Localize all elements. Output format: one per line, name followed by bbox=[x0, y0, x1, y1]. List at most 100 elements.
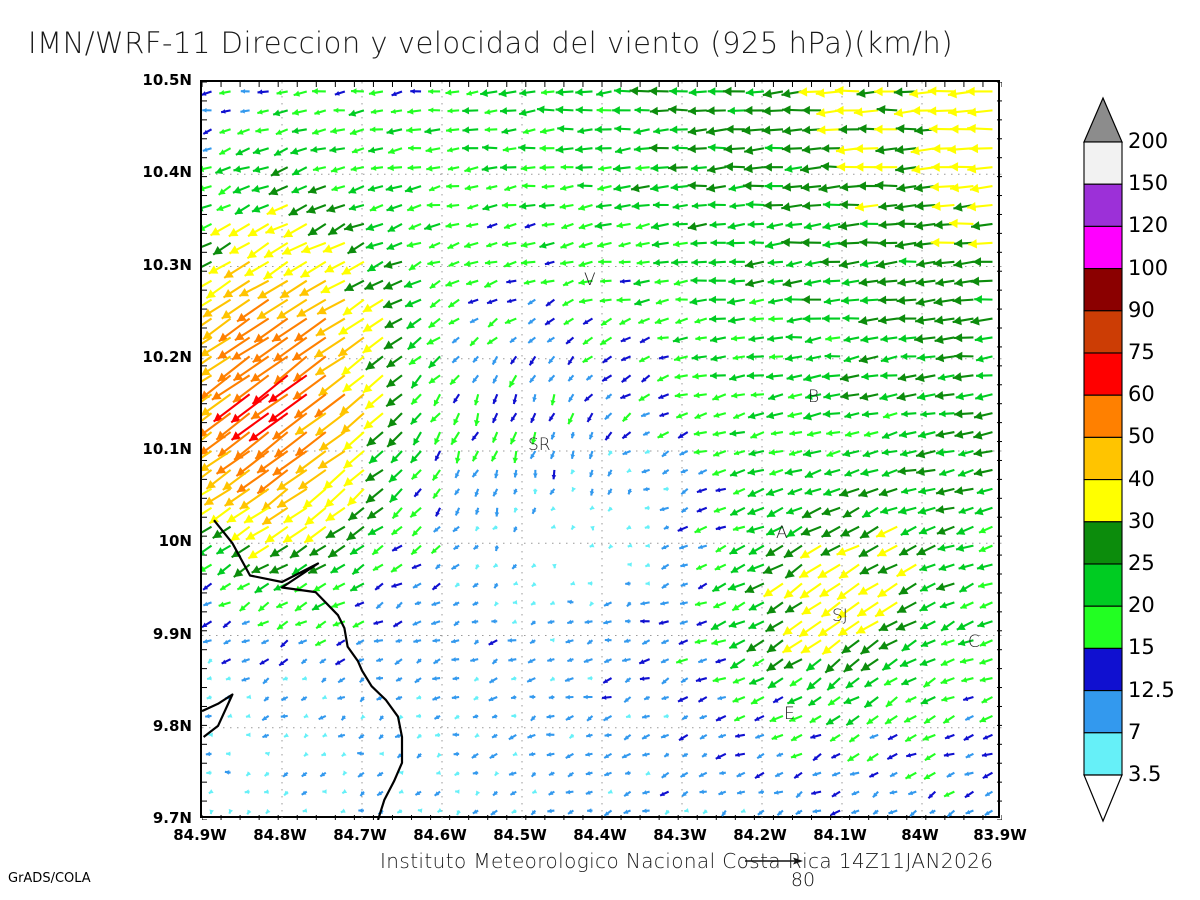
wind-barb bbox=[532, 543, 538, 548]
wind-barb bbox=[469, 317, 479, 324]
wind-barb bbox=[362, 336, 384, 354]
wind-barb bbox=[661, 677, 670, 685]
wind-barb bbox=[626, 524, 632, 530]
wind-barb bbox=[623, 734, 632, 741]
wind-barb bbox=[278, 658, 289, 667]
wind-barb bbox=[263, 696, 270, 702]
colorbar-tick-label: 75 bbox=[1128, 340, 1155, 364]
wind-barb bbox=[530, 771, 537, 778]
wind-barb bbox=[695, 563, 708, 571]
wind-barb bbox=[486, 222, 498, 229]
wind-barb bbox=[881, 468, 898, 477]
wind-barb bbox=[271, 317, 308, 343]
wind-barb bbox=[694, 412, 708, 420]
wind-barb bbox=[446, 183, 460, 190]
wind-barb bbox=[416, 658, 422, 664]
wind-barb bbox=[959, 601, 974, 610]
wind-barb bbox=[699, 789, 707, 795]
wind-barb bbox=[424, 127, 441, 135]
wind-barb bbox=[843, 658, 860, 673]
wind-barb bbox=[625, 618, 631, 624]
wind-barb bbox=[387, 222, 403, 233]
wind-barb bbox=[257, 109, 269, 115]
wind-barb bbox=[845, 715, 860, 727]
wind-barb bbox=[747, 487, 765, 498]
wind-barb bbox=[711, 582, 727, 593]
wind-barb bbox=[634, 298, 650, 306]
wind-barb bbox=[964, 714, 974, 721]
wind-barb bbox=[823, 297, 841, 305]
wind-barb bbox=[788, 714, 803, 723]
wind-barb bbox=[768, 448, 784, 456]
wind-barb bbox=[609, 524, 615, 530]
wind-barb bbox=[860, 468, 879, 477]
wind-barb bbox=[728, 184, 746, 192]
wind-barb bbox=[528, 751, 536, 757]
wind-barb bbox=[471, 431, 480, 442]
wind-barb bbox=[976, 371, 993, 380]
wind-barb bbox=[762, 563, 784, 575]
wind-barb bbox=[962, 695, 974, 702]
wind-barb bbox=[979, 676, 993, 683]
wind-barb bbox=[878, 487, 898, 497]
wind-barb bbox=[728, 620, 746, 629]
wind-barb bbox=[914, 201, 936, 211]
wind-barb bbox=[804, 336, 822, 344]
wind-barb bbox=[271, 412, 308, 441]
wind-barb bbox=[787, 392, 803, 400]
colorbar-segment bbox=[1083, 268, 1123, 312]
wind-barb bbox=[661, 563, 670, 571]
x-axis-tick-label: 84.5W bbox=[493, 826, 547, 844]
wind-barb bbox=[776, 809, 784, 817]
wind-barb bbox=[473, 695, 479, 701]
wind-barb bbox=[919, 582, 936, 592]
wind-barb bbox=[491, 431, 499, 443]
wind-barb bbox=[747, 411, 765, 420]
wind-barb bbox=[551, 543, 557, 548]
wind-barb bbox=[413, 638, 422, 644]
wind-barb bbox=[338, 317, 365, 336]
wind-barb bbox=[205, 751, 212, 757]
wind-barb bbox=[355, 639, 365, 646]
wind-barb bbox=[536, 105, 555, 114]
wind-barb bbox=[635, 222, 650, 230]
wind-barb bbox=[511, 713, 517, 719]
wind-barb bbox=[520, 164, 536, 172]
wind-barb bbox=[279, 279, 308, 299]
wind-barb bbox=[386, 127, 403, 135]
wind-barb bbox=[302, 808, 308, 813]
wind-barb bbox=[917, 353, 936, 362]
wind-barb bbox=[563, 317, 574, 326]
wind-barb bbox=[232, 185, 251, 194]
wind-barb bbox=[750, 696, 765, 705]
wind-barb bbox=[802, 201, 822, 211]
wind-barb bbox=[935, 353, 955, 363]
wind-barb bbox=[202, 525, 213, 538]
wind-barb bbox=[376, 790, 384, 797]
wind-barb bbox=[618, 241, 631, 248]
wind-barb bbox=[227, 713, 233, 718]
wind-barb bbox=[594, 125, 612, 134]
wind-barb bbox=[346, 488, 365, 507]
wind-barb bbox=[290, 147, 308, 155]
wind-barb bbox=[787, 411, 803, 419]
wind-barb bbox=[426, 336, 441, 346]
wind-barb bbox=[859, 219, 879, 229]
wind-barb bbox=[934, 391, 955, 400]
wind-barb bbox=[649, 143, 669, 153]
wind-barb bbox=[661, 450, 670, 458]
wind-barb bbox=[247, 544, 270, 560]
wind-barb bbox=[322, 789, 327, 794]
wind-barb bbox=[473, 639, 480, 645]
wind-barb bbox=[732, 696, 746, 703]
wind-barb bbox=[885, 696, 898, 708]
wind-barb bbox=[967, 202, 993, 212]
wind-barb bbox=[822, 221, 841, 231]
wind-barb bbox=[434, 732, 441, 738]
wind-barb bbox=[746, 563, 765, 573]
colorbar-tick-label: 25 bbox=[1128, 551, 1155, 575]
wind-barb bbox=[876, 544, 898, 557]
wind-barb bbox=[695, 335, 707, 341]
wind-barb bbox=[531, 581, 537, 588]
wind-barb bbox=[799, 164, 822, 174]
